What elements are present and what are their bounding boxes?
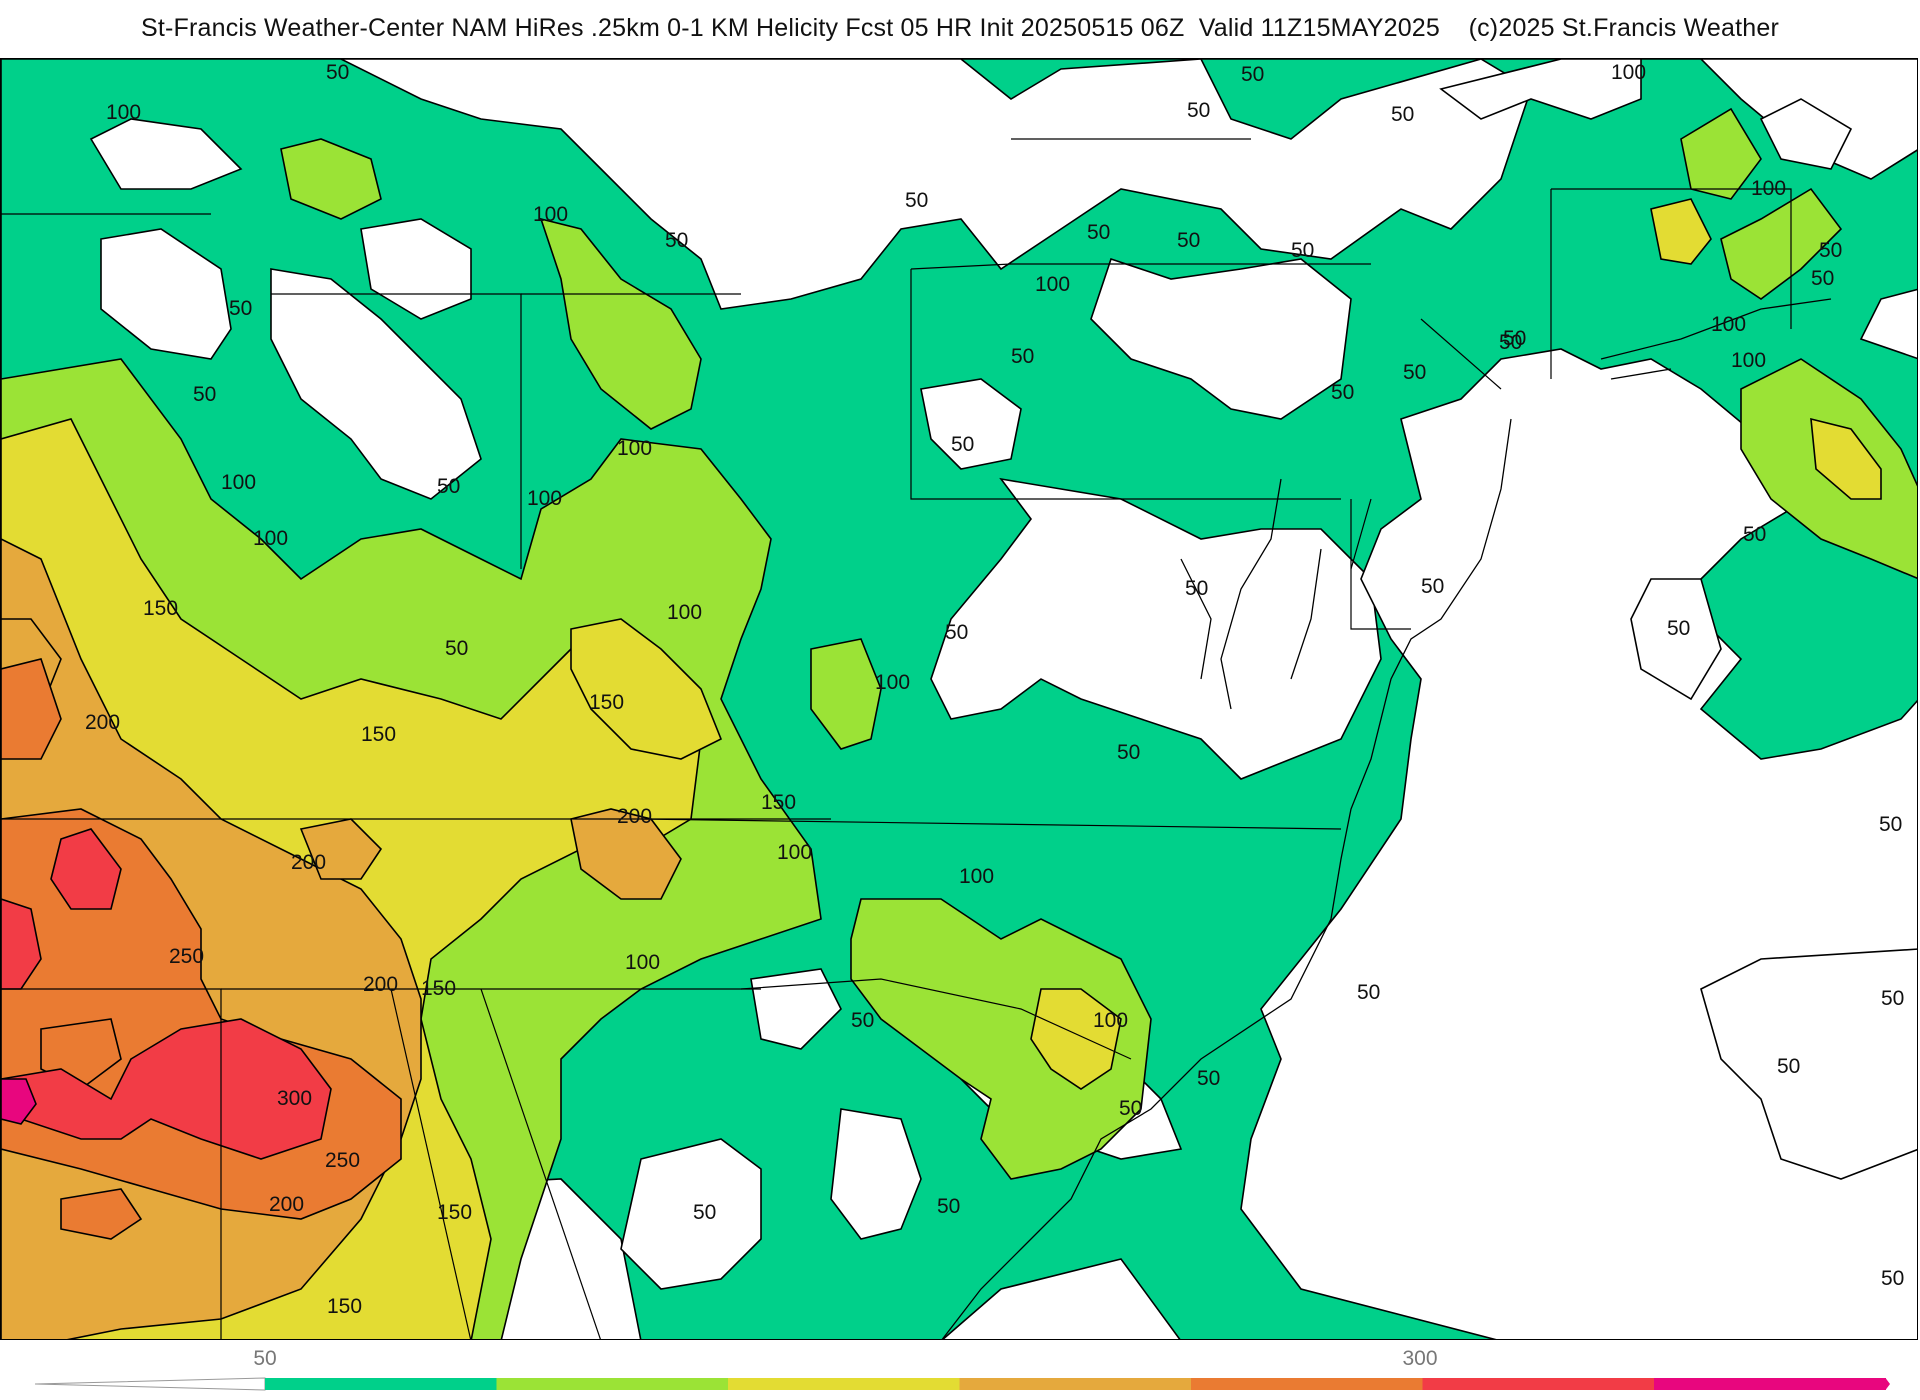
contour-label: 50: [1357, 981, 1380, 1004]
contour-label: 50: [1391, 103, 1414, 126]
contour-label: 50: [1185, 577, 1208, 600]
contour-label: 50: [1777, 1055, 1800, 1078]
contour-label: 200: [269, 1193, 304, 1216]
map-title: St-Francis Weather-Center NAM HiRes .25k…: [140, 14, 1779, 42]
contour-label: 150: [327, 1295, 362, 1318]
contour-label: 200: [85, 711, 120, 734]
contour-label: 50: [1743, 523, 1766, 546]
contour-label: 150: [761, 791, 796, 814]
contour-label: 50: [1011, 345, 1034, 368]
contour-label: 50: [665, 229, 688, 252]
contour-label: 100: [527, 487, 562, 510]
contour-label: 50: [1403, 361, 1426, 384]
colorbar-lower-extension: [34, 1377, 266, 1391]
contour-label: 100: [617, 437, 652, 460]
colorbar: 50 300: [34, 1347, 1890, 1391]
contour-label: 50: [1421, 575, 1444, 598]
contour-label: 100: [1711, 313, 1746, 336]
colorbar-segment: [265, 1378, 497, 1390]
contour-label: 50: [1881, 1267, 1904, 1290]
colorbar-segment: [728, 1378, 960, 1390]
contour-label: 50: [1819, 239, 1842, 262]
contour-label: 50: [1331, 381, 1354, 404]
contour-label: 150: [421, 977, 456, 1000]
colorbar-upper-extension: [1885, 1378, 1890, 1390]
colorbar-tick-label: 300: [1402, 1347, 1437, 1370]
contour-label: 100: [875, 671, 910, 694]
contour-label: 50: [951, 433, 974, 456]
colorbar-segment: [1654, 1378, 1886, 1390]
contour-label: 50: [1177, 229, 1200, 252]
contour-label: 100: [625, 951, 660, 974]
contour-label: 50: [1117, 741, 1140, 764]
colorbar-segments: [34, 1377, 1890, 1391]
contour-label: 100: [1731, 349, 1766, 372]
contour-label: 50: [1879, 813, 1902, 836]
colorbar-tick-label: 50: [253, 1347, 276, 1370]
contour-label: 50: [1811, 267, 1834, 290]
contour-label: 50: [1291, 239, 1314, 262]
contour-label: 250: [325, 1149, 360, 1172]
contour-label: 50: [229, 297, 252, 320]
contour-label: 100: [221, 471, 256, 494]
colorbar-segment: [496, 1378, 729, 1390]
colorbar-segment: [959, 1378, 1192, 1390]
contour-label: 100: [106, 101, 141, 124]
contour-label: 200: [291, 851, 326, 874]
contour-label: 100: [1035, 273, 1070, 296]
contour-label: 50: [945, 621, 968, 644]
contour-label: 100: [1093, 1009, 1128, 1032]
contour-label: 50: [1503, 327, 1526, 350]
contour-label: 150: [437, 1201, 472, 1224]
map-panel: 50 100 50 50 100 100 100 150 200 250 300…: [0, 58, 1918, 1340]
contour-label: 100: [959, 865, 994, 888]
contour-label: 50: [1087, 221, 1110, 244]
contour-labels: 50 100 50 50 100 100 100 150 200 250 300…: [85, 61, 1904, 1318]
contour-label: 100: [1751, 177, 1786, 200]
below-50-regions: [89, 59, 1917, 1339]
contour-label: 50: [1197, 1067, 1220, 1090]
contour-label: 100: [1611, 61, 1646, 84]
contour-label: 50: [851, 1009, 874, 1032]
contour-label: 300: [277, 1087, 312, 1110]
helicity-300-region: [1, 828, 332, 1160]
contour-label: 250: [169, 945, 204, 968]
contour-label: 50: [693, 1201, 716, 1224]
contour-label: 50: [905, 189, 928, 212]
contour-label: 50: [326, 61, 349, 84]
contour-label: 150: [361, 723, 396, 746]
contour-label: 200: [617, 805, 652, 828]
colorbar-segment: [1422, 1378, 1655, 1390]
helicity-map: 50 100 50 50 100 100 100 150 200 250 300…: [1, 59, 1917, 1339]
contour-label: 100: [533, 203, 568, 226]
contour-label: 100: [667, 601, 702, 624]
contour-label: 50: [1667, 617, 1690, 640]
contour-label: 100: [777, 841, 812, 864]
contour-label: 50: [937, 1195, 960, 1218]
contour-label: 100: [253, 527, 288, 550]
contour-label: 50: [1499, 331, 1522, 354]
contour-label: 50: [437, 475, 460, 498]
helicity-350-region: [1, 1078, 37, 1125]
contour-label: 50: [1119, 1097, 1142, 1120]
state-boundaries: [1, 138, 1792, 1339]
contour-label: 50: [1241, 63, 1264, 86]
colorbar-segment: [1191, 1378, 1423, 1390]
contour-label: 50: [1881, 987, 1904, 1010]
coastlines: [941, 298, 1832, 1339]
contour-label: 50: [193, 383, 216, 406]
contour-label: 50: [445, 637, 468, 660]
contour-label: 150: [143, 597, 178, 620]
contour-label: 200: [363, 973, 398, 996]
contour-label: 150: [589, 691, 624, 714]
contour-label: 50: [1187, 99, 1210, 122]
